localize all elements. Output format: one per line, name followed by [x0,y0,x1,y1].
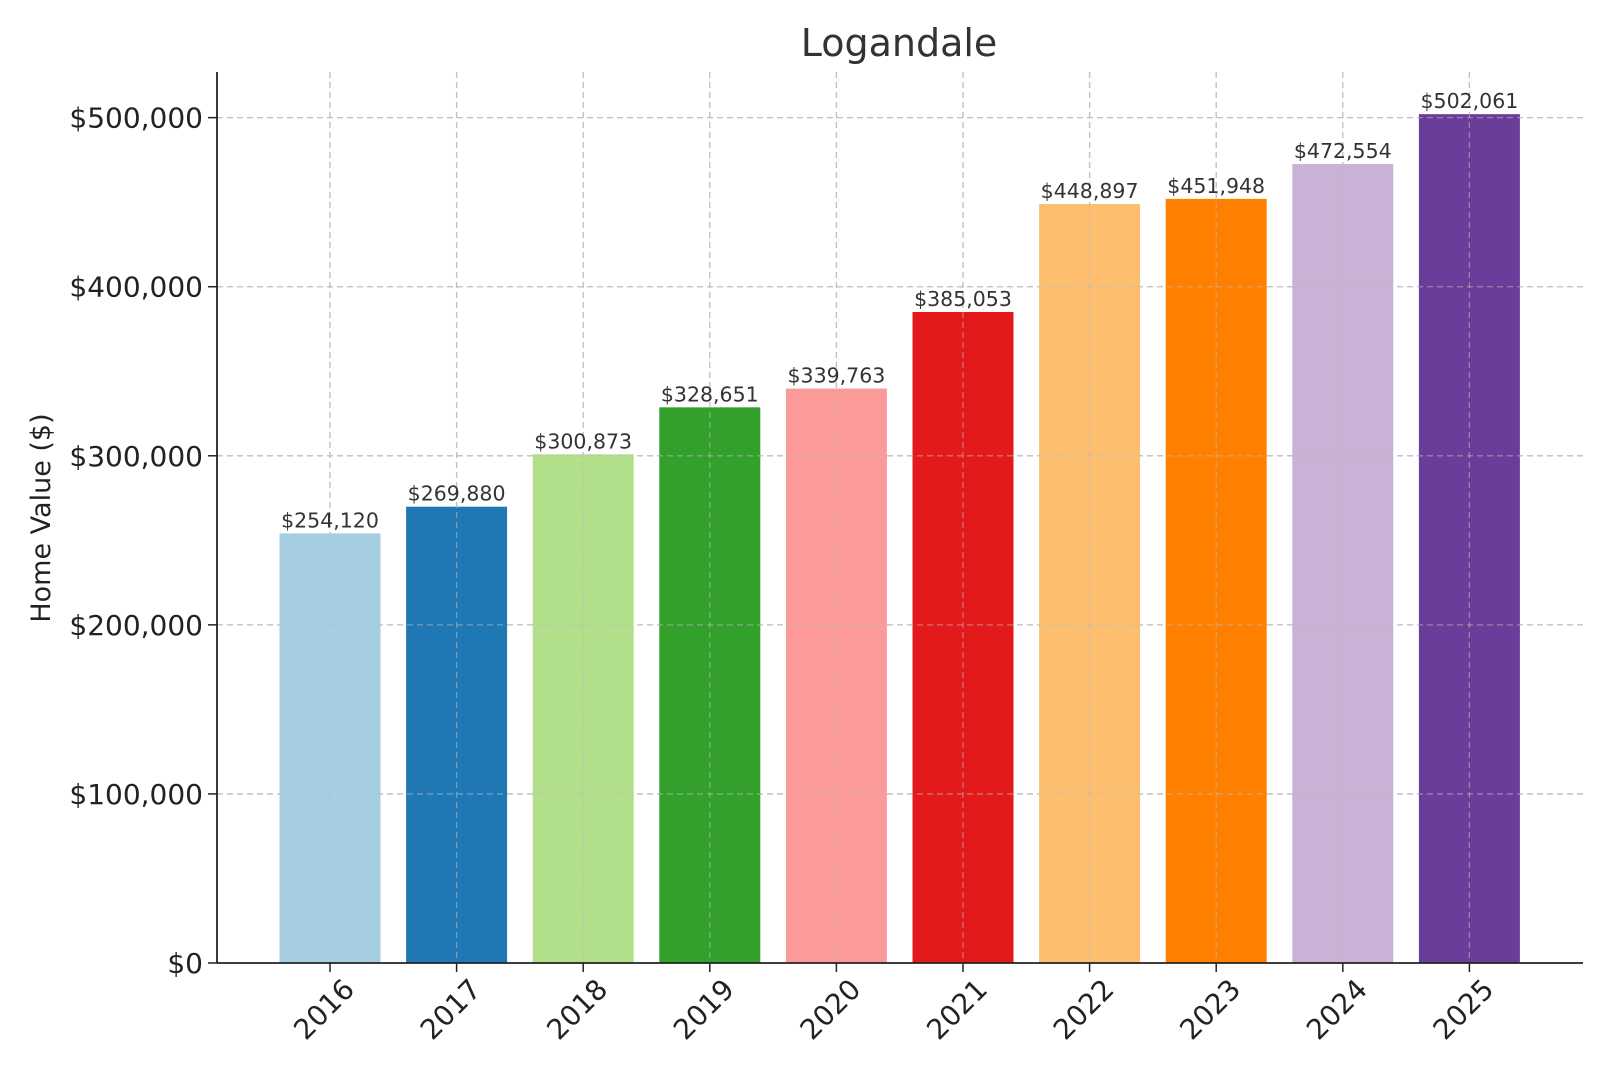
data-label-2017: $269,880 [408,482,506,506]
y-tick-label: $200,000 [69,609,203,642]
x-tick-label: 2022 [1047,973,1121,1047]
x-tick-label: 2024 [1300,973,1374,1047]
y-tick-label: $0 [167,947,203,980]
x-tick-label: 2018 [540,973,614,1047]
bar-2018 [532,454,634,963]
x-tick-label: 2023 [1173,973,1247,1047]
data-label-2023: $451,948 [1167,174,1265,198]
data-label-2019: $328,651 [661,382,759,406]
data-label-2020: $339,763 [787,364,885,388]
bars [217,72,1583,964]
data-label-2025: $502,061 [1420,89,1518,113]
data-label-2024: $472,554 [1294,139,1392,163]
y-tick-label: $300,000 [69,440,203,473]
data-label-2021: $385,053 [914,287,1012,311]
x-tick-label: 2025 [1427,973,1501,1047]
data-label-2016: $254,120 [281,508,379,532]
data-label-2022: $448,897 [1041,179,1139,203]
x-tick-label: 2021 [920,973,994,1047]
x-tick-label: 2019 [667,973,741,1047]
x-tick-label: 2016 [287,973,361,1047]
y-tick-label: $100,000 [69,778,203,811]
y-tick-label: $500,000 [69,102,203,135]
y-axis-label: Home Value ($) [26,413,57,622]
y-tick-label: $400,000 [69,271,203,304]
chart-title: Logandale [801,21,998,65]
data-label-2018: $300,873 [534,429,632,453]
x-tick-label: 2017 [414,973,488,1047]
x-tick-label: 2020 [794,973,868,1047]
data-labels: $254,120 $269,880 $300,873 $328,651 $339,763… [281,89,1518,532]
